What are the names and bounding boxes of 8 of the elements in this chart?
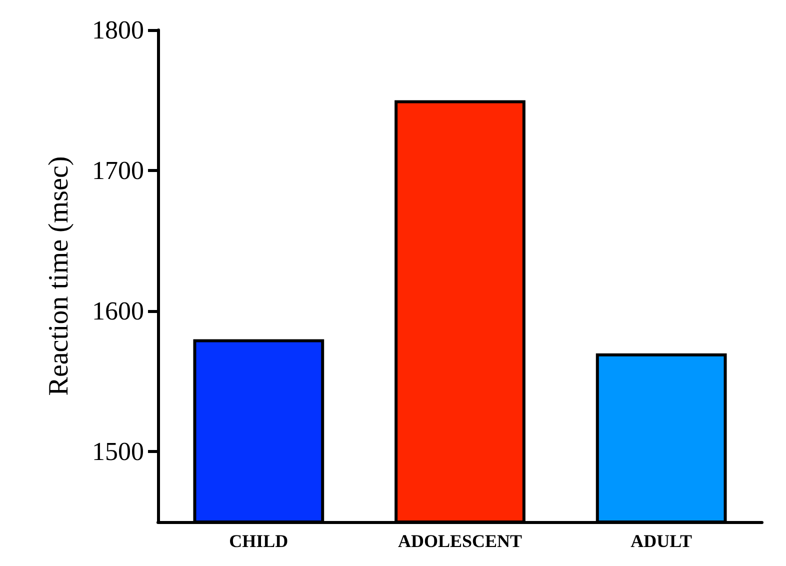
x-tick-label: CHILD	[229, 531, 288, 551]
y-tick-label: 1700	[92, 156, 144, 186]
y-tick-label: 1600	[92, 296, 144, 326]
x-tick-label: ADOLESCENT	[398, 531, 522, 551]
y-axis-title: Reaction time (msec)	[44, 156, 74, 396]
x-tick-label: ADULT	[630, 531, 692, 551]
y-tick-label: 1500	[92, 437, 144, 466]
y-tick-label: 1800	[92, 16, 144, 44]
